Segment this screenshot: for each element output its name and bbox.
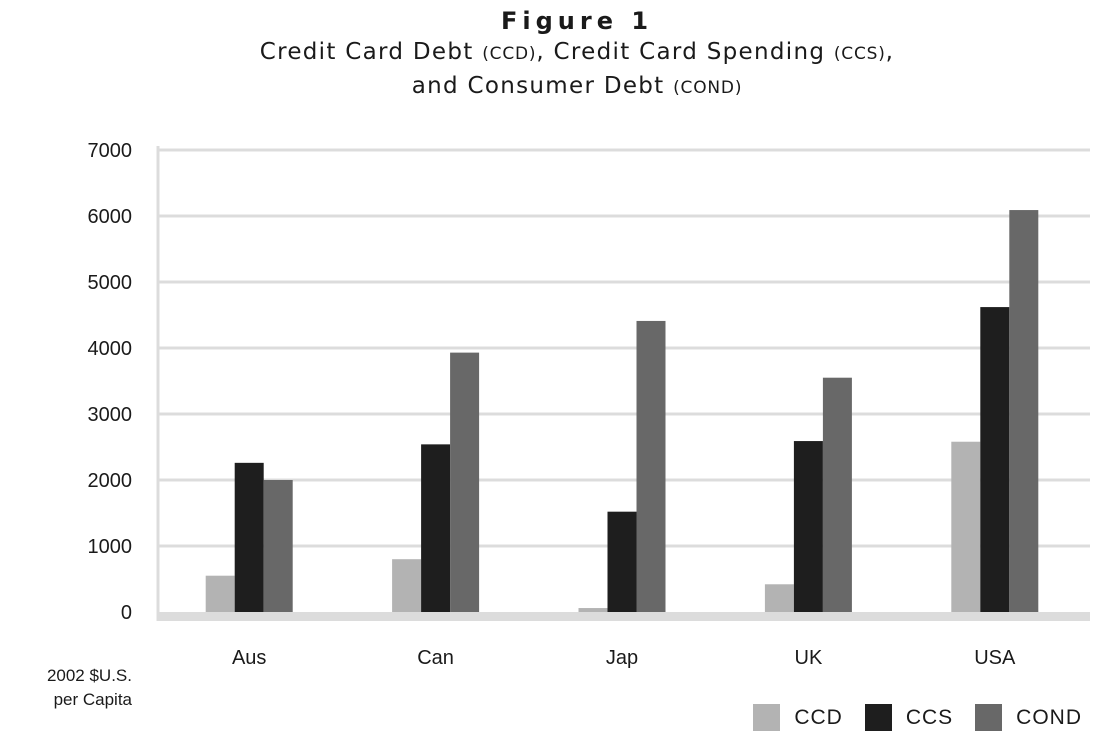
bar-ccs <box>793 441 823 612</box>
title-cond-abbrev: (COND) <box>673 78 743 98</box>
bar-ccd <box>205 575 235 612</box>
x-tick-label: Can <box>417 647 454 669</box>
title-cond-prefix: and Consumer Debt <box>411 73 674 99</box>
title-ccd-prefix: Credit Card Debt <box>259 39 483 65</box>
legend-swatch <box>864 704 892 731</box>
x-axis-baseline <box>158 612 1090 621</box>
bar-ccs <box>607 511 637 612</box>
y-unit-line-1: 2002 $U.S. <box>46 666 132 685</box>
title-ccd-abbrev: (CCD) <box>482 44 537 64</box>
legend-label: CCS <box>905 705 954 729</box>
bar-ccd <box>392 559 422 612</box>
y-unit-label: 2002 $U.S. per Capita <box>8 664 132 712</box>
x-tick-label: UK <box>795 647 823 669</box>
title-line1-end: , <box>885 39 895 65</box>
y-tick-label: 5000 <box>88 272 133 294</box>
chart-title: Figure 1 Credit Card Debt (CCD), Credit … <box>0 6 1094 104</box>
y-unit-line-2: per Capita <box>53 690 132 709</box>
legend-swatch <box>753 704 781 731</box>
figure-label: Figure 1 <box>500 7 654 35</box>
x-tick-label: USA <box>974 647 1016 669</box>
y-tick-label: 6000 <box>88 206 133 228</box>
legend-item: CCD <box>753 704 843 731</box>
bar-ccd <box>578 608 608 612</box>
legend-label: CCD <box>794 705 843 729</box>
bar-ccs <box>980 307 1010 612</box>
legend-item: CCS <box>864 704 954 731</box>
bar-ccd <box>764 584 794 612</box>
y-tick-label: 1000 <box>88 536 133 558</box>
bar-ccs <box>421 444 451 612</box>
x-tick-label: Jap <box>606 647 638 669</box>
y-tick-label: 3000 <box>88 404 133 426</box>
legend-item: COND <box>975 704 1082 731</box>
bar-cond <box>636 320 666 612</box>
bar-cond <box>450 352 480 612</box>
title-line-2: and Consumer Debt (COND) <box>60 70 1094 104</box>
title-ccs-abbrev: (CCS) <box>833 44 886 64</box>
y-tick-label: 2000 <box>88 470 133 492</box>
bar-cond <box>822 377 852 612</box>
bar-cond <box>263 480 293 612</box>
bar-cond <box>1009 210 1039 612</box>
y-tick-label: 7000 <box>88 140 133 162</box>
legend-label: COND <box>1016 705 1082 729</box>
y-tick-label: 4000 <box>88 338 133 360</box>
legend: CCD CCS COND <box>731 704 1082 731</box>
title-ccs-prefix: , Credit Card Spending <box>536 39 834 65</box>
legend-swatch <box>975 704 1003 731</box>
title-line-1: Credit Card Debt (CCD), Credit Card Spen… <box>60 36 1094 70</box>
bar-ccs <box>234 462 264 612</box>
x-tick-label: Aus <box>232 647 266 669</box>
bar-ccd <box>951 441 981 612</box>
y-tick-label: 0 <box>121 602 132 624</box>
